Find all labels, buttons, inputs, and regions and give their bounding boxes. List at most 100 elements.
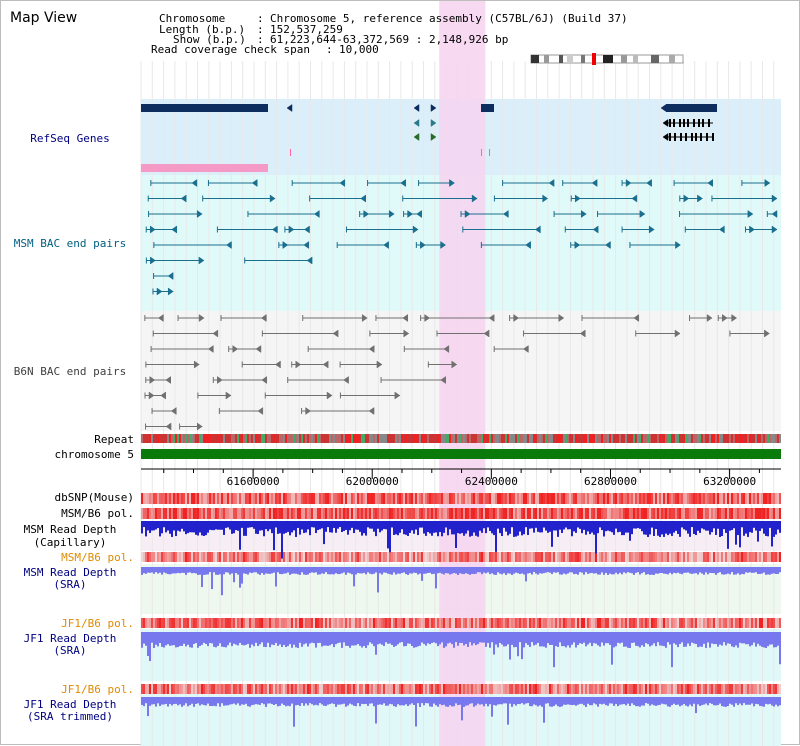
repeat-segment [437, 434, 439, 443]
msm-sra-depth-bar [609, 567, 611, 574]
jf1-sra-depth-bar [591, 632, 593, 647]
dbsnp-heat-cell [347, 493, 349, 504]
msm-b6-pol-heat-cell [455, 508, 457, 519]
msm-capillary-depth-bar [587, 521, 589, 532]
repeat-segment [333, 434, 335, 443]
jf1-b6-pol-heat-cell [713, 618, 715, 628]
msm-capillary-depth-bar [771, 521, 773, 547]
msm-capillary-depth-bar [485, 521, 487, 534]
msm-b6-pol-heat-cell [559, 508, 561, 519]
msm-capillary-depth-bar [417, 521, 419, 536]
msm-capillary-depth-bar [699, 521, 701, 533]
msm-sra-depth-bar [741, 567, 743, 574]
msm-sra-depth-bar [233, 567, 235, 583]
msm-b6-pol2-heat-cell [513, 552, 515, 562]
label-b6n-bac: B6N BAC end pairs [13, 365, 127, 378]
jf1-b6-pol-heat-cell [437, 618, 439, 628]
jf1-b6-pol-heat-cell [329, 618, 331, 628]
jf1-trim-depth-bar [605, 697, 607, 706]
msm-b6-pol2-heat-cell [761, 552, 763, 562]
dbsnp-heat-cell [209, 493, 211, 504]
msm-capillary-depth-bar [225, 521, 227, 528]
jf1-b6-pol2-heat-cell [561, 684, 563, 694]
jf1-trim-depth-bar [249, 697, 251, 707]
msm-sra-depth-bar [541, 567, 543, 574]
jf1-b6-pol2-heat-cell [647, 684, 649, 694]
msm-b6-pol2-heat-cell [183, 552, 185, 562]
dbsnp-heat-cell [417, 493, 419, 504]
repeat-segment [391, 434, 393, 443]
jf1-b6-pol2-heat-cell [583, 684, 585, 694]
repeat-segment [717, 434, 719, 443]
jf1-sra-depth-bar [203, 632, 205, 643]
repeat-segment [181, 434, 183, 443]
dbsnp-heat-cell [621, 493, 623, 504]
repeat-segment [773, 434, 775, 443]
msm-b6-pol-heat-cell [593, 508, 595, 519]
jf1-b6-pol2-heat-cell [171, 684, 173, 694]
jf1-b6-pol2-heat-cell [547, 684, 549, 694]
msm-sra-depth-bar [595, 567, 597, 574]
jf1-b6-pol2-heat-cell [567, 684, 569, 694]
jf1-sra-depth-bar [455, 632, 457, 643]
msm-b6-pol2-heat-cell [679, 552, 681, 562]
jf1-sra-depth-bar [223, 632, 225, 648]
msm-sra-depth-bar [407, 567, 409, 575]
msm-sra-depth-bar [765, 567, 767, 575]
jf1-sra-depth-bar [759, 632, 761, 646]
msm-sra-depth-bar [601, 567, 603, 573]
msm-b6-pol-heat-cell [157, 508, 159, 519]
dbsnp-heat-cell [357, 493, 359, 504]
jf1-b6-pol-heat-cell [621, 618, 623, 628]
msm-b6-pol2-heat-cell [433, 552, 435, 562]
msm-capillary-depth-bar [365, 521, 367, 536]
jf1-b6-pol2-heat-cell [195, 684, 197, 694]
dbsnp-heat-cell [187, 493, 189, 504]
jf1-trim-depth-bar [207, 697, 209, 704]
dbsnp-heat-cell [587, 493, 589, 504]
show-sep: : [257, 33, 264, 46]
repeat-segment [381, 434, 383, 443]
msm-sra-depth-bar [749, 567, 751, 573]
jf1-trim-depth-bar [283, 697, 285, 705]
jf1-trim-depth-bar [149, 697, 151, 706]
jf1-b6-pol-heat-cell [199, 618, 201, 628]
jf1-sra-depth-bar [621, 632, 623, 643]
ideogram-band [559, 55, 563, 63]
msm-sra-depth-bar [387, 567, 389, 574]
msm-capillary-depth-bar [569, 521, 571, 530]
msm-b6-pol-heat-cell [395, 508, 397, 519]
msm-capillary-depth-bar [701, 521, 703, 529]
msm-capillary-depth-bar [535, 521, 537, 528]
jf1-b6-pol-heat-cell [249, 618, 251, 628]
repeat-segment [593, 434, 595, 443]
jf1-b6-pol2-heat-cell [333, 684, 335, 694]
repeat-segment [169, 434, 171, 443]
msm-capillary-depth-bar [363, 521, 365, 534]
gene-block [666, 104, 717, 112]
jf1-b6-pol2-heat-cell [243, 684, 245, 694]
jf1-b6-pol-heat-cell [231, 618, 233, 628]
repeat-segment [389, 434, 391, 443]
msm-b6-pol2-heat-cell [779, 552, 781, 562]
repeat-segment [647, 434, 649, 443]
jf1-b6-pol2-heat-cell [285, 684, 287, 694]
jf1-b6-pol-heat-cell [223, 618, 225, 628]
msm-b6-pol2-heat-cell [429, 552, 431, 562]
axis-tick-label: 62000000 [346, 475, 399, 488]
jf1-trim-depth-bar [471, 697, 473, 704]
dbsnp-heat-cell [145, 493, 147, 504]
repeat-segment [763, 434, 765, 443]
msm-b6-pol2-heat-cell [691, 552, 693, 562]
msm-b6-pol2-heat-cell [611, 552, 613, 562]
jf1-b6-pol2-heat-cell [273, 684, 275, 694]
jf1-sra-depth-bar [757, 632, 759, 644]
msm-b6-pol-heat-cell [311, 508, 313, 519]
jf1-sra-depth-bar [299, 632, 301, 643]
jf1-b6-pol-heat-cell [585, 618, 587, 628]
dbsnp-heat-cell [739, 493, 741, 504]
jf1-b6-pol2-heat-cell [253, 684, 255, 694]
dbsnp-heat-cell [679, 493, 681, 504]
jf1-trim-depth-bar [431, 697, 433, 707]
